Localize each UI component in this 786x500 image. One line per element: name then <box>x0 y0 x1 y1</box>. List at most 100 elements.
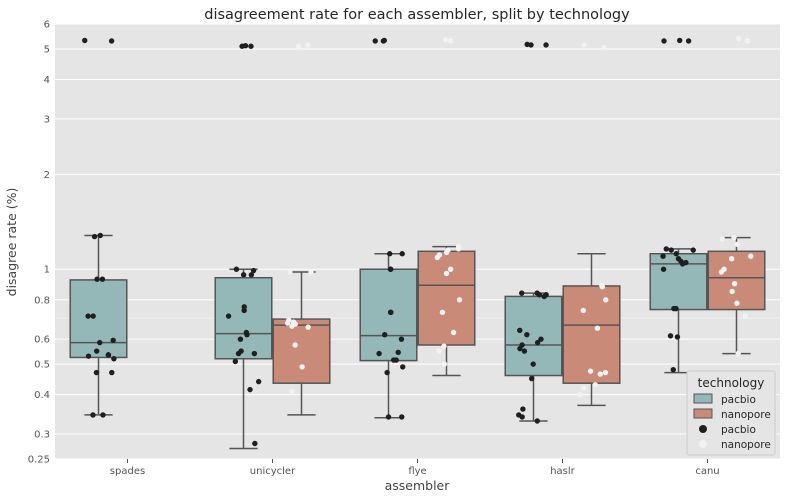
legend-marker-nanopore-point <box>699 440 707 448</box>
point-pacbio-spades <box>94 276 100 282</box>
point-nanopore-canu <box>742 313 748 319</box>
point-pacbio-canu <box>673 251 679 257</box>
point-nanopore-haslr <box>587 368 594 374</box>
point-nanopore-haslr <box>597 371 604 377</box>
point-pacbio-unicycler <box>255 378 262 385</box>
point-pacbio-canu <box>661 38 667 44</box>
box-iqr <box>562 285 621 384</box>
point-nanopore-haslr <box>592 382 598 388</box>
point-nanopore-canu <box>744 38 751 44</box>
point-nanopore-haslr <box>603 297 609 303</box>
box-nanopore-haslr <box>562 252 621 407</box>
point-pacbio-spades <box>85 353 92 359</box>
point-nanopore-canu <box>735 350 741 357</box>
point-pacbio-unicycler <box>233 266 240 272</box>
point-pacbio-haslr <box>517 327 523 334</box>
point-pacbio-canu <box>668 247 674 253</box>
point-nanopore-haslr <box>580 385 587 391</box>
point-nanopore-haslr <box>577 391 583 398</box>
point-nanopore-flye <box>439 309 446 316</box>
point-pacbio-unicycler <box>225 313 232 319</box>
y-tick-label: 3 <box>44 114 50 125</box>
box-iqr <box>214 276 273 360</box>
point-pacbio-flye <box>376 350 382 357</box>
point-pacbio-spades <box>90 313 96 319</box>
point-nanopore-flye <box>441 361 448 367</box>
point-pacbio-spades <box>85 313 91 319</box>
point-pacbio-unicycler <box>248 43 254 49</box>
point-pacbio-flye <box>399 251 405 257</box>
y-tick-label: 0.25 <box>28 455 50 466</box>
point-nanopore-unicycler <box>305 324 311 330</box>
point-pacbio-unicycler <box>250 267 257 274</box>
point-pacbio-canu <box>660 266 667 272</box>
box-pacbio-flye <box>359 252 418 419</box>
point-nanopore-flye <box>450 329 457 336</box>
point-pacbio-flye <box>381 331 388 338</box>
point-nanopore-unicycler <box>308 269 314 275</box>
point-pacbio-canu <box>670 367 676 373</box>
point-pacbio-flye <box>386 251 393 257</box>
legend-title: technology <box>698 376 765 390</box>
point-pacbio-spades <box>105 352 112 358</box>
legend-frame <box>686 370 776 456</box>
point-pacbio-flye <box>372 38 378 44</box>
point-pacbio-unicycler <box>241 307 247 314</box>
point-nanopore-canu <box>729 288 735 295</box>
point-pacbio-unicycler <box>232 358 239 365</box>
x-tick-label-canu: canu <box>695 466 719 477</box>
point-nanopore-haslr <box>601 44 607 51</box>
point-pacbio-spades <box>91 233 98 240</box>
point-pacbio-spades <box>100 412 106 418</box>
point-pacbio-haslr <box>519 414 525 420</box>
x-axis-label: assembler <box>385 478 451 493</box>
y-axis-ticks: 0.25 0.3 0.4 0.5 0.6 0.8 1 2 3 4 5 6 <box>28 20 50 466</box>
point-pacbio-spades <box>97 339 103 346</box>
point-nanopore-canu <box>734 241 741 247</box>
y-tick-label: 0.5 <box>34 360 50 371</box>
legend-swatch-nanopore-box <box>693 408 713 419</box>
point-nanopore-haslr <box>594 325 601 331</box>
legend: technology pacbio nanopore pacbio nanopo… <box>686 370 776 456</box>
point-nanopore-unicycler <box>287 269 293 275</box>
point-pacbio-spades <box>109 369 115 376</box>
point-pacbio-canu <box>671 305 677 312</box>
point-nanopore-haslr <box>602 369 609 376</box>
point-pacbio-haslr <box>524 331 530 338</box>
box-iqr <box>69 279 128 359</box>
y-tick-label: 0.6 <box>34 335 50 346</box>
point-nanopore-canu <box>734 300 740 306</box>
point-pacbio-haslr <box>534 418 540 424</box>
point-nanopore-canu <box>736 35 742 42</box>
point-nanopore-flye <box>434 254 441 261</box>
point-pacbio-canu <box>677 37 683 44</box>
point-pacbio-haslr <box>538 336 544 342</box>
box-iqr <box>359 268 418 362</box>
box-iqr <box>417 250 476 346</box>
x-tick-label-unicycler: unicycler <box>250 466 296 477</box>
point-pacbio-flye <box>387 266 394 272</box>
y-tick-label: 0.3 <box>34 430 50 441</box>
point-pacbio-canu <box>679 261 686 267</box>
point-pacbio-canu <box>690 247 696 253</box>
point-nanopore-unicycler <box>305 42 311 48</box>
point-nanopore-flye <box>455 246 462 252</box>
point-pacbio-unicycler <box>238 348 244 354</box>
point-pacbio-haslr <box>536 292 543 298</box>
point-nanopore-unicycler <box>289 323 295 329</box>
legend-label-nanopore-box: nanopore <box>721 409 771 421</box>
legend-label-nanopore-point: nanopore <box>721 439 771 451</box>
point-pacbio-flye <box>399 414 405 420</box>
point-nanopore-flye <box>441 343 447 349</box>
point-pacbio-unicycler <box>244 331 250 338</box>
y-tick-label: 6 <box>44 20 50 31</box>
point-pacbio-flye <box>390 357 397 363</box>
point-nanopore-unicycler <box>295 43 302 49</box>
point-pacbio-flye <box>385 414 392 420</box>
point-pacbio-flye <box>398 336 405 342</box>
point-pacbio-unicycler <box>240 272 247 278</box>
point-nanopore-haslr <box>581 42 587 48</box>
box-iqr <box>707 250 766 311</box>
point-nanopore-flye <box>442 36 449 43</box>
point-pacbio-canu <box>674 334 681 340</box>
